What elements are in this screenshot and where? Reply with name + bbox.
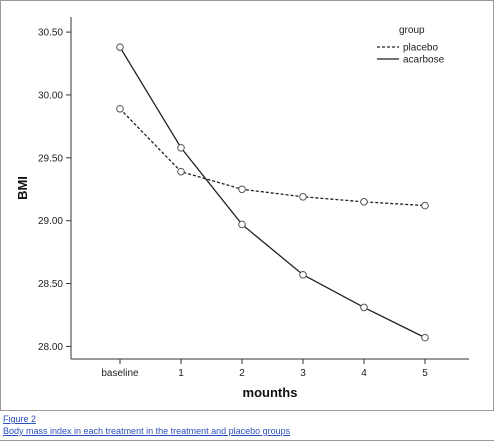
data-point-placebo [299,193,307,201]
y-tick-label: 30.50 [38,28,63,39]
y-tick-label: 28.50 [38,279,63,290]
data-point-placebo [238,185,246,194]
series-layer [116,43,429,342]
x-axis-title: mounths [243,385,298,400]
y-axis-title: BMI [15,176,30,200]
x-tick-label: 1 [178,368,184,379]
x-axis-ticks: baseline 1 2 3 4 5 [101,359,428,379]
x-tick-label: baseline [101,368,139,379]
data-point-acarbose [360,303,368,312]
data-point-placebo [177,167,185,176]
data-point-acarbose [238,220,246,229]
series-line-acarbose [119,46,426,339]
x-tick-label: 5 [422,368,428,379]
x-tick-label: 4 [361,368,367,379]
series-placebo [116,104,429,210]
divider [0,440,494,441]
data-point-acarbose [421,333,429,342]
data-point-placebo [421,201,429,210]
legend-label-placebo: placebo [403,43,438,54]
y-tick-label: 28.00 [38,342,63,353]
legend-label-acarbose: acarbose [403,55,445,66]
data-point-acarbose [299,270,307,279]
series-line-placebo [119,108,426,207]
data-point-acarbose [177,143,185,152]
figure-frame: 28.00 28.50 29.00 29.50 30.00 30.50 baseline 1… [0,0,494,411]
legend-title: group [399,25,425,36]
data-point-placebo [360,198,368,206]
y-tick-label: 30.00 [38,90,63,101]
bmi-line-chart: 28.00 28.50 29.00 29.50 30.00 30.50 baseline 1… [15,17,469,400]
chart-axes [70,17,469,360]
figure-caption-link[interactable]: Body mass index in each treatment in the… [3,426,291,436]
y-tick-label: 29.00 [38,216,63,227]
y-axis-ticks: 28.00 28.50 29.00 29.50 30.00 30.50 [38,28,71,353]
data-point-placebo [116,104,124,113]
series-acarbose [116,43,429,342]
x-tick-label: 2 [239,368,245,379]
data-point-acarbose [116,43,124,51]
x-tick-label: 3 [300,368,306,379]
figure-link[interactable]: Figure 2 [3,414,37,424]
y-tick-label: 29.50 [38,153,63,164]
